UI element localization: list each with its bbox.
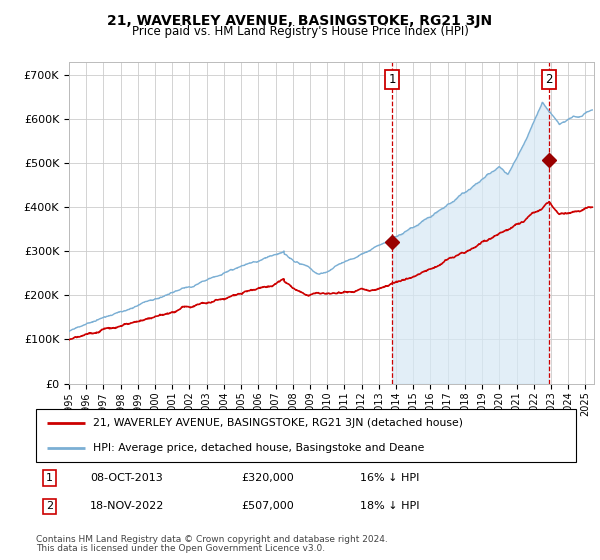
Text: 18-NOV-2022: 18-NOV-2022 [90, 501, 164, 511]
Text: This data is licensed under the Open Government Licence v3.0.: This data is licensed under the Open Gov… [36, 544, 325, 553]
Text: 18% ↓ HPI: 18% ↓ HPI [360, 501, 419, 511]
FancyBboxPatch shape [36, 409, 576, 462]
Text: 2: 2 [545, 73, 553, 86]
Text: 2: 2 [46, 501, 53, 511]
Text: Price paid vs. HM Land Registry's House Price Index (HPI): Price paid vs. HM Land Registry's House … [131, 25, 469, 38]
Text: 1: 1 [46, 473, 53, 483]
Text: Contains HM Land Registry data © Crown copyright and database right 2024.: Contains HM Land Registry data © Crown c… [36, 534, 388, 544]
Text: 1: 1 [388, 73, 396, 86]
Text: 08-OCT-2013: 08-OCT-2013 [90, 473, 163, 483]
Text: 21, WAVERLEY AVENUE, BASINGSTOKE, RG21 3JN (detached house): 21, WAVERLEY AVENUE, BASINGSTOKE, RG21 3… [92, 418, 463, 428]
Text: £320,000: £320,000 [241, 473, 294, 483]
Text: HPI: Average price, detached house, Basingstoke and Deane: HPI: Average price, detached house, Basi… [92, 442, 424, 452]
Text: £507,000: £507,000 [241, 501, 294, 511]
Text: 16% ↓ HPI: 16% ↓ HPI [360, 473, 419, 483]
Text: 21, WAVERLEY AVENUE, BASINGSTOKE, RG21 3JN: 21, WAVERLEY AVENUE, BASINGSTOKE, RG21 3… [107, 14, 493, 28]
